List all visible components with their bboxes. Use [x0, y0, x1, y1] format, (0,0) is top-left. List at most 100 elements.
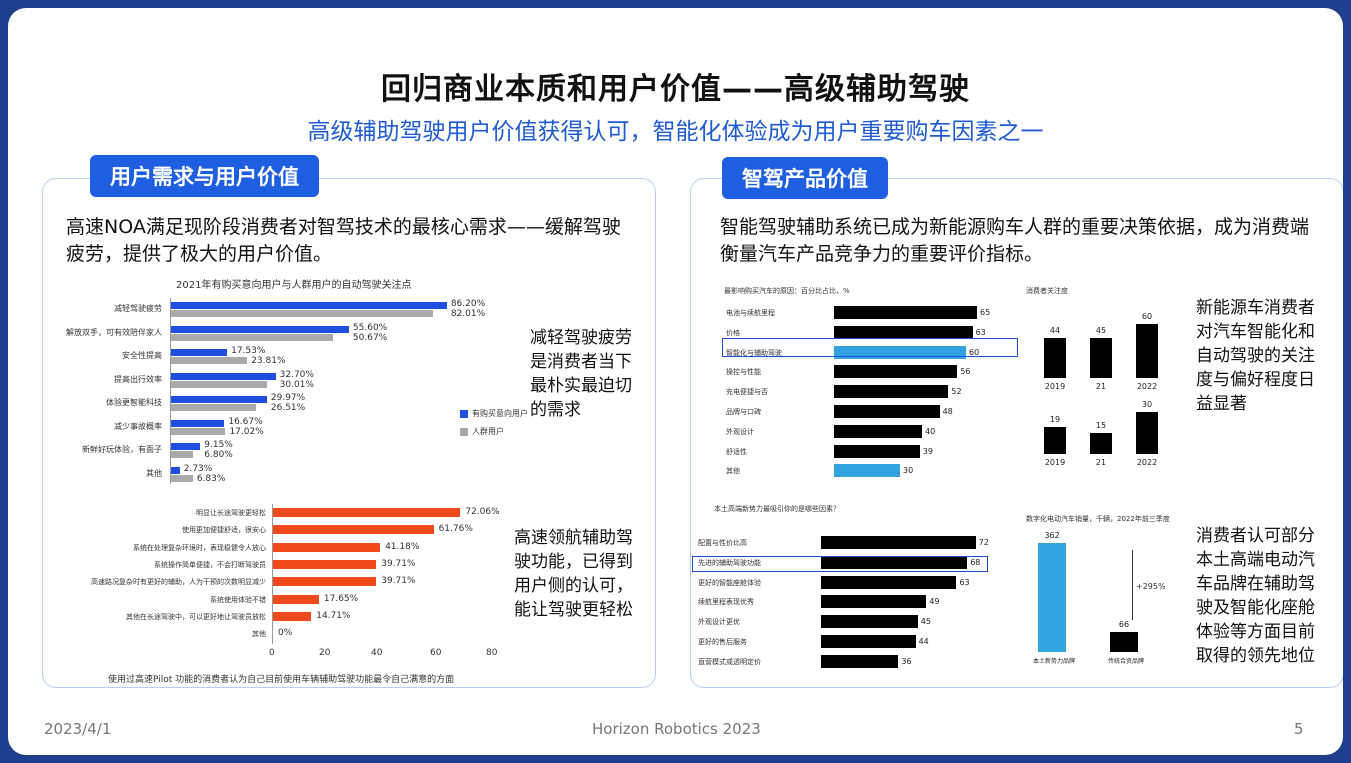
chart-category-label: 明显让长途驾驶更轻松	[196, 509, 266, 517]
chart-category-label: 安全性提高	[122, 351, 162, 360]
footer-page-number: 5	[1294, 720, 1304, 738]
left-chart2-note: 高速领航辅助驾驶功能，已得到用户侧的认可，能让驾驶更轻松	[514, 528, 633, 620]
column-category-label: 传统合资品牌	[1107, 658, 1144, 665]
chart-bar	[821, 615, 918, 629]
chart-bar	[171, 310, 434, 317]
chart-category-label: 外观设计更优	[698, 618, 740, 627]
chart-category-label: 其他	[252, 630, 266, 639]
footer-date: 2023/4/1	[44, 720, 112, 738]
chart-bar	[834, 405, 940, 418]
column-bar	[1090, 337, 1112, 378]
column-year-label: 21	[1095, 458, 1107, 467]
chart-value-label: 0%	[278, 628, 293, 639]
chart-category-label: 外观设计	[726, 427, 754, 436]
chart-value-label: 17.53%	[231, 346, 266, 356]
left-chart1-legend-2: 人群用户	[460, 426, 504, 437]
chart-category-label: 新鲜好玩体验，有面子	[82, 445, 162, 454]
chart-value-label: 50.67%	[352, 332, 388, 343]
column-bar	[1044, 427, 1066, 454]
chart-bar	[834, 464, 900, 478]
right-chart2-highlight	[692, 556, 988, 572]
chart-category-label: 解放双手，可有效陪伴家人	[66, 327, 162, 337]
right-panel	[690, 178, 1343, 688]
chart-bar	[171, 372, 276, 380]
right-chart2-side-title: 数字化电动汽车销量，千辆，2022年前三季度	[1026, 515, 1170, 523]
chart-value-label: 39.71%	[381, 558, 416, 569]
column-year-label: 2022	[1136, 458, 1158, 467]
chart-value-label: 6.80%	[204, 450, 233, 460]
chart-category-label: 其他在长途驾驶中，可以更好地让驾驶员放松	[126, 612, 266, 621]
chart-category-label: 其他	[146, 468, 162, 478]
column-bar	[1044, 338, 1066, 378]
chart-bar	[834, 365, 958, 379]
chart-value-label: 48	[942, 407, 953, 416]
chart-value-label: 36	[901, 656, 912, 666]
column-year-label: 2022	[1136, 382, 1158, 391]
chart-bar	[821, 654, 899, 668]
chart-value-label: 23.81%	[251, 356, 286, 366]
chart-value-label: 49	[929, 597, 940, 607]
chart-category-label: 体验更智能科技	[106, 398, 162, 407]
page-title: 回归商业本质和用户价值——高级辅助驾驶	[381, 72, 970, 107]
chart-bar	[171, 357, 248, 364]
chart-category-label: 其他	[726, 467, 740, 476]
chart-category-label: 价格	[726, 328, 740, 337]
chart-value-label: 72	[978, 538, 989, 547]
column-value-label: 362	[1044, 531, 1060, 541]
chart-value-label: 40	[925, 426, 936, 436]
right-chart1-side-title: 消费者关注度	[1026, 287, 1068, 295]
chart-category-label: 续航里程表现优秀	[698, 598, 754, 607]
left-chart1-title: 2021年有购买意向用户与人群用户的自动驾驶关注点	[176, 280, 412, 291]
chart-category-label: 提高出行效率	[114, 374, 162, 384]
chart-category-label: 配置与性价比高	[698, 539, 747, 547]
chart-bar	[821, 635, 916, 648]
chart-bar	[171, 333, 334, 341]
chart-value-label: 17.65%	[323, 593, 359, 604]
left-chart2-caption: 使用过高速Pilot 功能的消费者认为自己目前使用车辆辅助驾驶功能最令自己满意的…	[108, 675, 455, 685]
chart-bar	[834, 424, 922, 438]
chart-value-label: 56	[960, 367, 971, 377]
chart-bar	[171, 419, 225, 427]
column-bar	[1136, 412, 1158, 454]
tick-40: 40	[371, 648, 383, 658]
chart-value-label: 2.73%	[183, 463, 213, 474]
column-year-label: 2019	[1044, 458, 1066, 467]
chart-bar	[834, 306, 977, 319]
chart-bar	[834, 345, 966, 359]
chart-bar	[171, 427, 226, 435]
chart-category-label: 更好的售后服务	[698, 638, 747, 646]
chart-value-label: 68	[970, 557, 981, 567]
column-bar	[1136, 324, 1158, 378]
column-value-label: 45	[1095, 325, 1107, 335]
chart-bar	[171, 380, 268, 388]
chart-value-label: 61.76%	[438, 524, 473, 535]
chart-value-label: 82.01%	[450, 309, 486, 319]
chart-bar	[273, 594, 319, 604]
left-chart2-axis	[272, 504, 273, 644]
chart-bar	[171, 451, 193, 458]
chart-value-label: 45	[920, 617, 931, 627]
chart-value-label: 26.51%	[270, 403, 306, 413]
chart-value-label: 16.67%	[228, 416, 263, 427]
chart-bar	[171, 443, 201, 450]
chart-bar	[273, 577, 377, 587]
left-chart1-legend-1: 有购买意向用户	[460, 408, 528, 419]
chart-value-label: 52	[951, 387, 962, 397]
chart-value-label: 55.60%	[352, 322, 388, 333]
column-value-label: 60	[1141, 312, 1153, 321]
chart-value-label: 32.70%	[279, 369, 314, 380]
right-panel-tag: 智驾产品价值	[722, 157, 888, 199]
chart-category-label: 智能化与辅助驾驶	[726, 348, 782, 357]
chart-value-label: 29.97%	[270, 393, 306, 403]
chart-category-label: 减少事故概率	[114, 421, 162, 431]
tick-20: 20	[319, 648, 331, 658]
column-bar	[1038, 543, 1066, 652]
chart-bar	[171, 404, 256, 411]
chart-bar	[821, 536, 976, 549]
tick-60: 60	[430, 648, 442, 658]
chart-bar	[821, 555, 968, 569]
chart-value-label: 60	[969, 347, 980, 357]
chart-bar	[171, 349, 228, 356]
chart-bar	[821, 595, 927, 609]
chart-category-label: 电池与续航里程	[726, 309, 775, 317]
